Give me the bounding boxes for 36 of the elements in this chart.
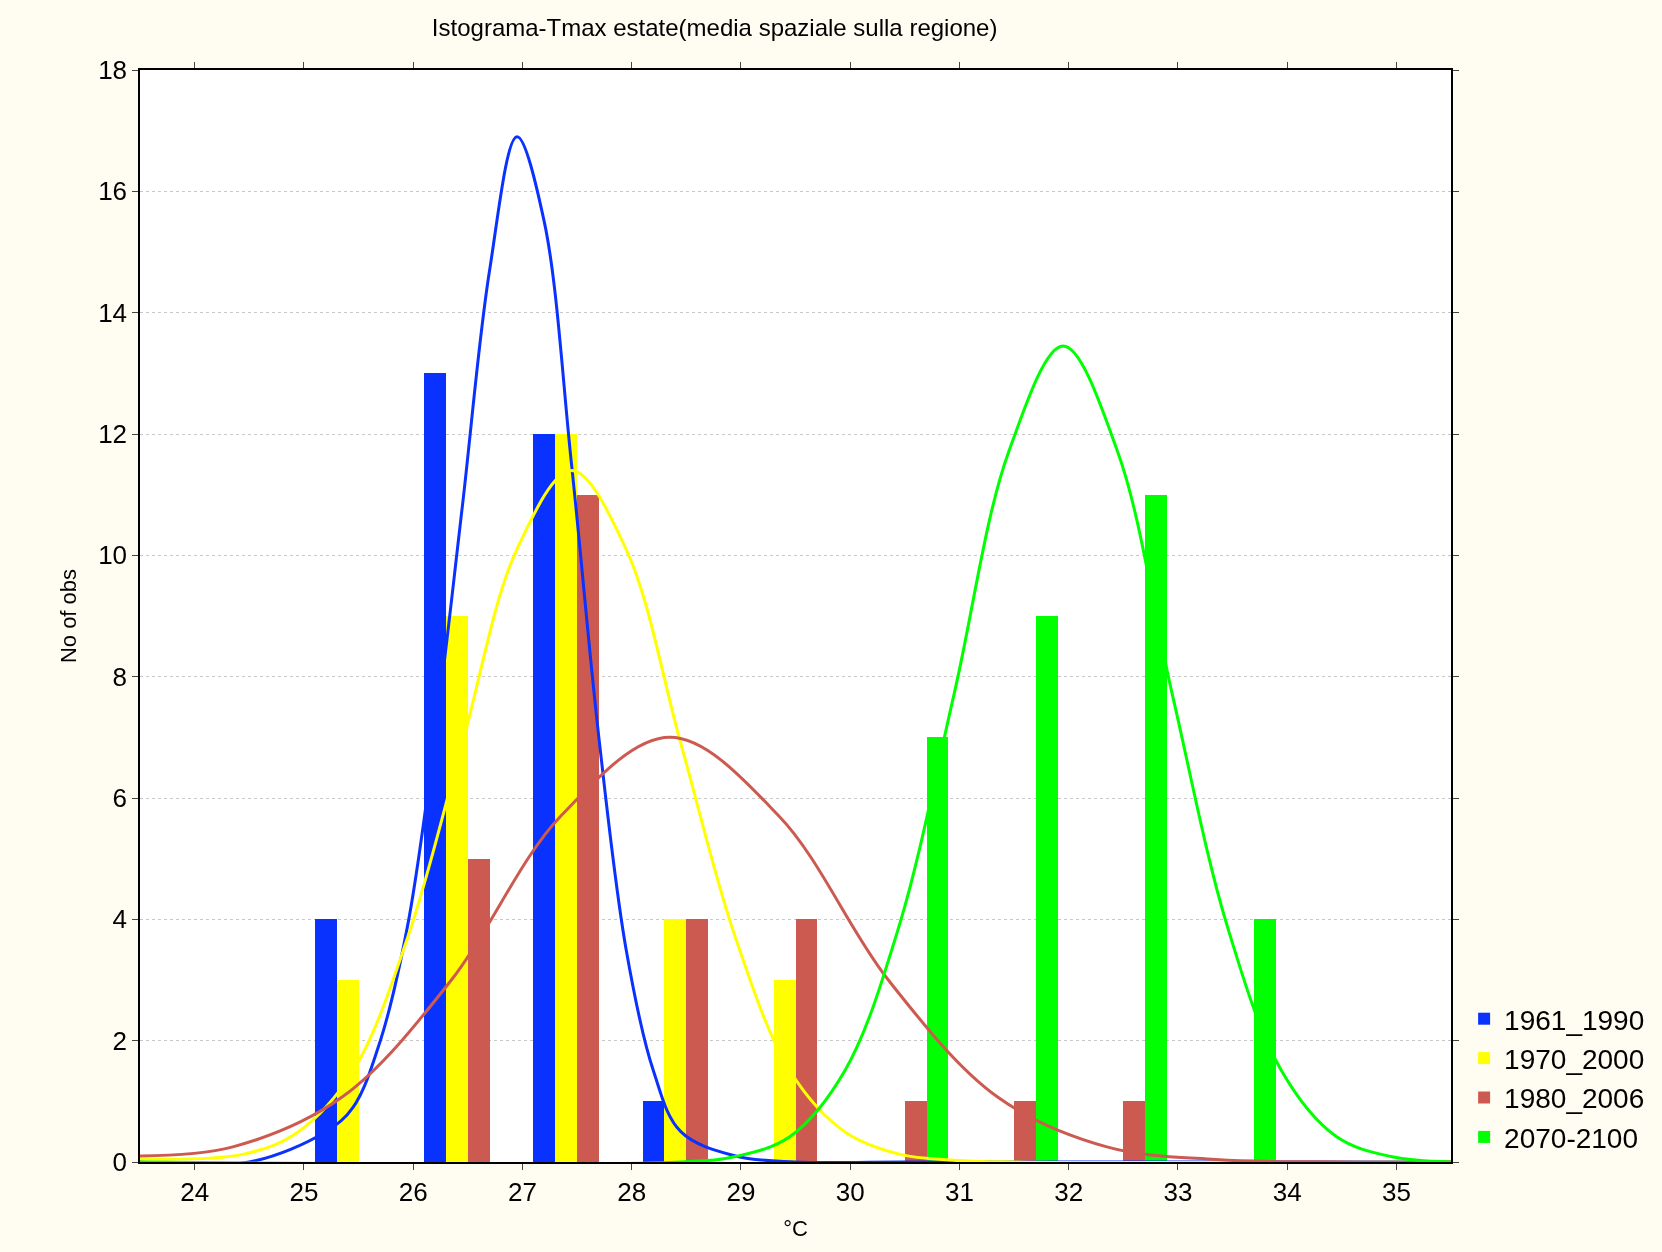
y-tick-label: 10 xyxy=(98,540,128,571)
y-tick-label: 8 xyxy=(112,661,128,692)
x-tick-label: 25 xyxy=(289,1176,319,1207)
legend-label: 1961_1990 xyxy=(1504,1004,1645,1036)
x-tick-label: 35 xyxy=(1381,1176,1411,1207)
bar xyxy=(533,434,555,1162)
y-tick-label: 6 xyxy=(112,783,128,814)
x-axis-title: °C xyxy=(783,1216,808,1242)
x-tick-label: 26 xyxy=(398,1176,428,1207)
x-tick-label: 34 xyxy=(1272,1176,1302,1207)
x-tick-label: 33 xyxy=(1163,1176,1193,1207)
y-tick-label: 18 xyxy=(98,55,128,86)
x-tick-label: 28 xyxy=(617,1176,647,1207)
chart-title: Istograma-Tmax estate(media spaziale sulla regione) xyxy=(431,13,998,41)
y-axis-title: No of obs xyxy=(56,568,82,664)
bar xyxy=(664,919,686,1162)
line-series xyxy=(140,344,1451,1162)
legend-label: 1980_2006 xyxy=(1504,1083,1645,1115)
bar xyxy=(1036,616,1058,1162)
y-tick-label: 0 xyxy=(112,1147,128,1178)
bar xyxy=(686,919,708,1162)
x-tick-label: 32 xyxy=(1054,1176,1084,1207)
legend-label: 1970_2000 xyxy=(1504,1044,1645,1076)
x-tick-label: 31 xyxy=(944,1176,974,1207)
legend-label: 2070-2100 xyxy=(1504,1122,1639,1154)
x-tick-label: 24 xyxy=(180,1176,210,1207)
y-tick-label: 4 xyxy=(112,904,128,935)
x-tick-label: 27 xyxy=(507,1176,537,1207)
y-tick-label: 2 xyxy=(112,1025,128,1056)
x-tick-label: 29 xyxy=(726,1176,756,1207)
x-tick-label: 30 xyxy=(835,1176,865,1207)
bar xyxy=(796,919,817,1162)
bar xyxy=(905,1101,927,1162)
y-tick-label: 14 xyxy=(98,297,128,328)
y-tick-label: 12 xyxy=(98,419,128,450)
y-tick-label: 16 xyxy=(98,176,128,207)
